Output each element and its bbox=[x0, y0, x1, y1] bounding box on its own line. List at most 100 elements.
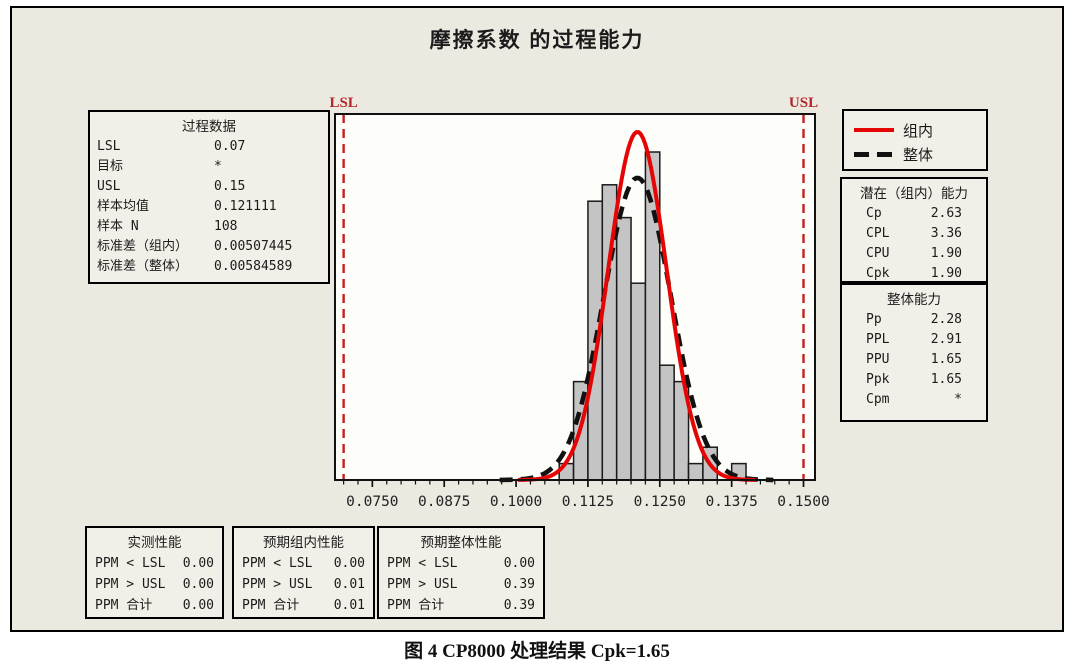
stat-label: PPM 合计 bbox=[242, 598, 300, 613]
capability-row: PPU 1.65 bbox=[842, 350, 986, 370]
overall-curve bbox=[499, 175, 774, 483]
stat-label: PPM > USL bbox=[387, 577, 458, 592]
overall-capability-rows: Pp 2.28 PPL 2.91 PPU 1.65 Ppk 1.65 Cpm * bbox=[842, 310, 986, 410]
stat-label: PPM 合计 bbox=[95, 598, 153, 613]
stat-value: 3.36 bbox=[930, 226, 962, 241]
stat-value: 1.90 bbox=[930, 246, 962, 261]
stat-value: 2.28 bbox=[930, 312, 962, 327]
ppm-row: PPM < LSL 0.00 bbox=[379, 553, 543, 574]
stat-value: 1.65 bbox=[930, 372, 962, 387]
stat-label: LSL bbox=[97, 139, 121, 154]
observed-performance-rows: PPM < LSL 0.00 PPM > USL 0.00 PPM 合计 0.00 bbox=[87, 553, 222, 616]
x-tick-label: 0.1500 bbox=[777, 494, 829, 510]
stat-value: 0.01 bbox=[333, 577, 365, 592]
stat-label: CPL bbox=[866, 226, 890, 241]
ppm-row: PPM < LSL 0.00 bbox=[234, 553, 373, 574]
x-tick-label: 0.0750 bbox=[346, 494, 398, 510]
ppm-row: PPM > USL 0.00 bbox=[87, 574, 222, 595]
stat-value: 0.39 bbox=[503, 577, 535, 592]
capability-row: Pp 2.28 bbox=[842, 310, 986, 330]
legend-item-overall: 整体 bbox=[854, 142, 986, 166]
stat-value: 1.65 bbox=[930, 352, 962, 367]
histogram-bar bbox=[615, 216, 632, 481]
process-data-row: USL 0.15 bbox=[90, 177, 328, 197]
ppm-row: PPM 合计 0.39 bbox=[379, 595, 543, 616]
within-line-swatch bbox=[854, 128, 894, 132]
stat-value: 0.00 bbox=[503, 556, 535, 571]
plot-border bbox=[334, 113, 816, 481]
stat-value: 2.91 bbox=[930, 332, 962, 347]
stat-value: 0.00 bbox=[182, 577, 214, 592]
expected-overall-performance-header: 预期整体性能 bbox=[420, 535, 502, 551]
capability-row: CPU 1.90 bbox=[842, 244, 986, 264]
lsl-label: LSL bbox=[329, 95, 357, 111]
chart-title: 摩擦系数 的过程能力 bbox=[429, 29, 645, 52]
stat-label: 样本均值 bbox=[97, 199, 150, 214]
stat-value: 0.01 bbox=[333, 598, 365, 613]
observed-performance-header: 实测性能 bbox=[127, 535, 182, 551]
overall-label: 整体 bbox=[903, 145, 934, 164]
histogram-bar bbox=[630, 282, 647, 481]
ppm-row: PPM 合计 0.00 bbox=[87, 595, 222, 616]
process-data-box: 过程数据 LSL 0.07 目标 * USL 0.15 样本均值 0.121111 样本 N 10… bbox=[88, 110, 330, 284]
within-capability-header: 潜在（组内）能力 bbox=[860, 186, 968, 202]
legend-item-within: 组内 bbox=[854, 118, 986, 142]
within-label: 组内 bbox=[903, 121, 934, 140]
histogram-bar bbox=[687, 462, 704, 481]
within-capability-box: 潜在（组内）能力 Cp 2.63 CPL 3.36 CPU 1.90 Cpk 1.90 bbox=[840, 177, 988, 283]
stat-value: 2.63 bbox=[930, 206, 962, 221]
process-data-row: 标准差（整体） 0.00584589 bbox=[90, 257, 328, 277]
stat-label: PPM 合计 bbox=[387, 598, 445, 613]
stat-label: CPU bbox=[866, 246, 890, 261]
figure-caption: 图 4 CP8000 处理结果 Cpk=1.65 bbox=[404, 641, 670, 662]
overall-line-swatch bbox=[854, 151, 894, 157]
within-curve bbox=[517, 129, 756, 482]
stat-value: 0.07 bbox=[214, 139, 246, 154]
stat-value: 1.90 bbox=[930, 266, 962, 281]
capability-chart-figure: 摩擦系数 的过程能力 过程数据 LSL 0.07 目标 * USL 0.15 样本均值 0.1… bbox=[10, 6, 1064, 632]
stat-label: PPM > USL bbox=[95, 577, 166, 592]
overall-capability-box: 整体能力 Pp 2.28 PPL 2.91 PPU 1.65 Ppk 1.65 Cpm * bbox=[840, 283, 988, 422]
within-capability-rows: Cp 2.63 CPL 3.36 CPU 1.90 Cpk 1.90 bbox=[842, 204, 986, 284]
stat-label: 样本 N bbox=[97, 219, 139, 234]
usl-label: USL bbox=[789, 95, 818, 111]
stat-label: USL bbox=[97, 179, 121, 194]
stat-label: PPM < LSL bbox=[95, 556, 166, 571]
capability-row: Ppk 1.65 bbox=[842, 370, 986, 390]
stat-value: 0.00 bbox=[182, 556, 214, 571]
expected-within-performance-box: 预期组内性能 PPM < LSL 0.00 PPM > USL 0.01 PPM 合计 0… bbox=[232, 526, 375, 619]
expected-overall-performance-box: 预期整体性能 PPM < LSL 0.00 PPM > USL 0.39 PPM 合计 0… bbox=[377, 526, 545, 619]
capability-row: CPL 3.36 bbox=[842, 224, 986, 244]
overall-capability-header: 整体能力 bbox=[887, 292, 941, 308]
expected-overall-performance-rows: PPM < LSL 0.00 PPM > USL 0.39 PPM 合计 0.39 bbox=[379, 553, 543, 616]
stat-label: PPU bbox=[866, 352, 890, 367]
ppm-row: PPM > USL 0.39 bbox=[379, 574, 543, 595]
stat-label: PPM > USL bbox=[242, 577, 313, 592]
capability-row: Cpm * bbox=[842, 390, 986, 410]
stat-value: 0.15 bbox=[214, 179, 246, 194]
stat-value: 108 bbox=[214, 219, 238, 234]
capability-row: PPL 2.91 bbox=[842, 330, 986, 350]
stat-value: 0.00 bbox=[182, 598, 214, 613]
ppm-row: PPM < LSL 0.00 bbox=[87, 553, 222, 574]
stat-value: 0.39 bbox=[503, 598, 535, 613]
stat-label: 标准差（组内） bbox=[97, 239, 189, 254]
capability-histogram-plot: 0.0750 0.0875 0.1000 0.1125 0.1250 0.1375 0.15… bbox=[329, 95, 829, 510]
process-data-row: 样本均值 0.121111 bbox=[90, 197, 328, 217]
expected-within-performance-rows: PPM < LSL 0.00 PPM > USL 0.01 PPM 合计 0.01 bbox=[234, 553, 373, 616]
x-tick-label: 0.1375 bbox=[705, 494, 757, 510]
process-data-row: 样本 N 108 bbox=[90, 217, 328, 237]
stat-label: PPM < LSL bbox=[387, 556, 458, 571]
stat-value: 0.121111 bbox=[214, 199, 277, 214]
x-tick-label: 0.1250 bbox=[634, 494, 686, 510]
observed-performance-box: 实测性能 PPM < LSL 0.00 PPM > USL 0.00 PPM 合计 0.0… bbox=[85, 526, 224, 619]
stat-label: Ppk bbox=[866, 372, 890, 387]
ppm-row: PPM 合计 0.01 bbox=[234, 595, 373, 616]
legend-box: 组内 整体 bbox=[842, 109, 988, 171]
process-data-rows: LSL 0.07 目标 * USL 0.15 样本均值 0.121111 样本 N 108 标准差（… bbox=[90, 137, 328, 277]
stat-label: PPL bbox=[866, 332, 890, 347]
process-data-row: 标准差（组内） 0.00507445 bbox=[90, 237, 328, 257]
stat-value: 0.00507445 bbox=[214, 239, 293, 254]
stat-value: * bbox=[954, 392, 962, 407]
